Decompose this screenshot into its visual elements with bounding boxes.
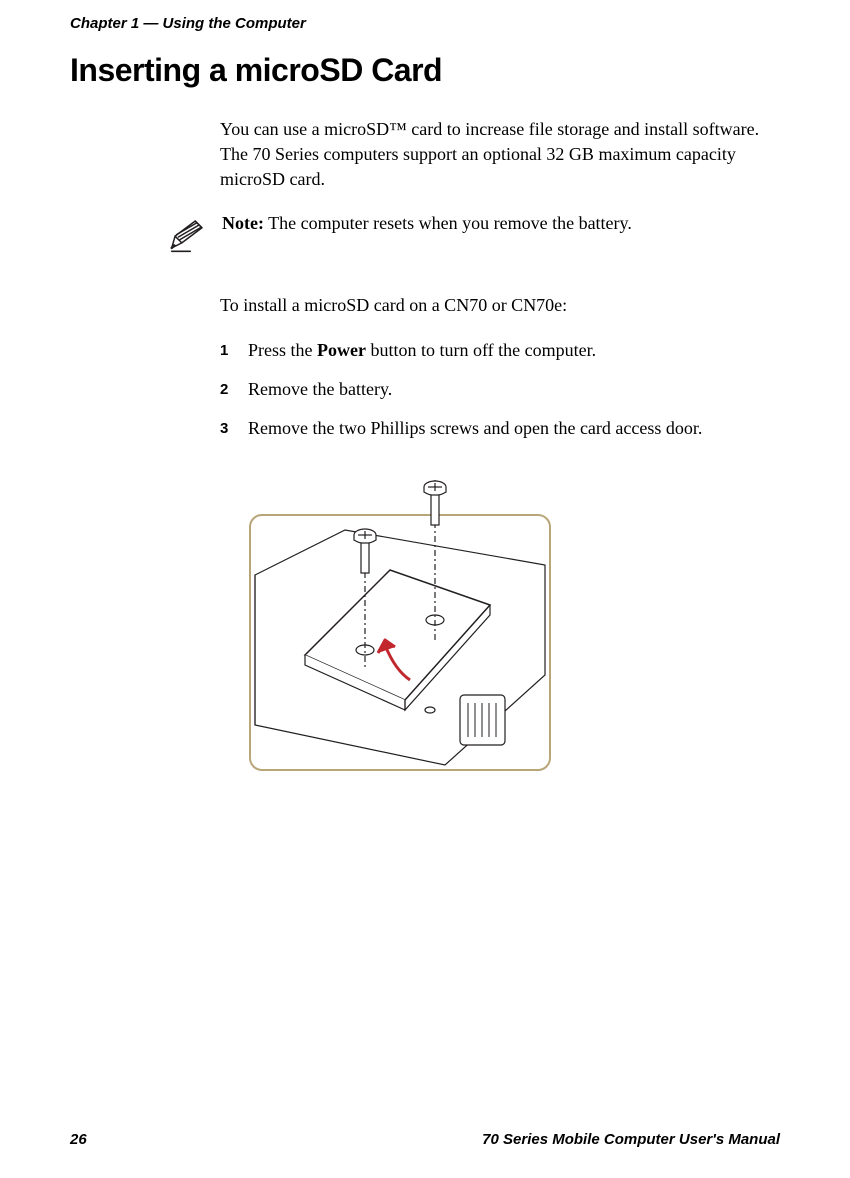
step-number: 2	[220, 379, 238, 400]
note-label: Note:	[222, 213, 264, 233]
chapter-header: Chapter 1 — Using the Computer	[70, 15, 780, 32]
note-body: The computer resets when you remove the …	[268, 213, 632, 233]
step-item: 1 Press the Power button to turn off the…	[220, 338, 780, 363]
note-text: Note: The computer resets when you remov…	[222, 211, 632, 236]
page-footer: 26 70 Series Mobile Computer User's Manu…	[70, 1131, 780, 1148]
manual-title: 70 Series Mobile Computer User's Manual	[482, 1131, 780, 1148]
step-item: 3 Remove the two Phillips screws and ope…	[220, 416, 780, 441]
page-title: Inserting a microSD Card	[70, 52, 780, 89]
page-number: 26	[70, 1131, 87, 1148]
step-number: 1	[220, 340, 238, 361]
step-text: Remove the two Phillips screws and open …	[248, 416, 780, 441]
step-text: Remove the battery.	[248, 377, 780, 402]
instruction-intro: To install a microSD card on a CN70 or C…	[220, 293, 780, 318]
step-text: Press the Power button to turn off the c…	[248, 338, 780, 363]
step-number: 3	[220, 418, 238, 439]
pencil-icon	[165, 216, 207, 258]
note-callout: Note: The computer resets when you remov…	[220, 211, 780, 258]
content-area: You can use a microSD™ card to increase …	[70, 117, 780, 1131]
card-door-illustration	[245, 475, 555, 775]
intro-paragraph: You can use a microSD™ card to increase …	[220, 117, 780, 193]
step-item: 2 Remove the battery.	[220, 377, 780, 402]
step-list: 1 Press the Power button to turn off the…	[220, 338, 780, 442]
